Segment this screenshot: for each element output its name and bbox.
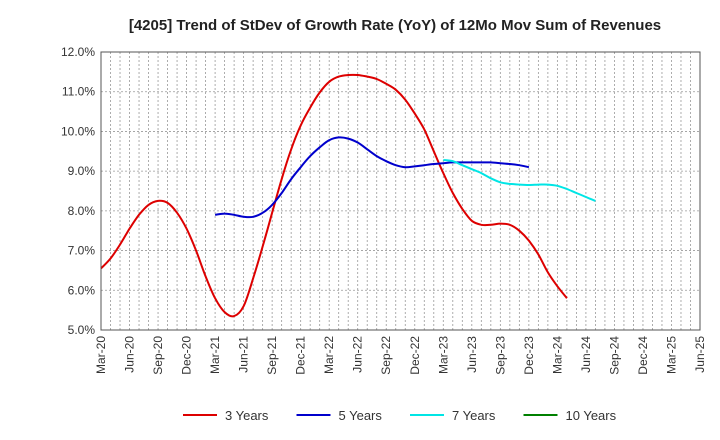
y-tick-label: 12.0% — [61, 45, 95, 59]
legend-label-7-years: 7 Years — [452, 408, 496, 423]
x-tick-label: Sep-23 — [493, 336, 507, 375]
y-tick-label: 6.0% — [68, 283, 96, 297]
x-tick-label: Mar-21 — [208, 336, 222, 374]
legend-label-3-years: 3 Years — [225, 408, 269, 423]
x-tick-label: Jun-24 — [579, 336, 593, 373]
y-tick-label: 11.0% — [62, 85, 95, 99]
x-tick-label: Sep-21 — [265, 336, 279, 375]
x-tick-label: Sep-22 — [379, 336, 393, 375]
legend: 3 Years 5 Years 7 Years 10 Years — [183, 408, 617, 423]
plot-frame — [100, 51, 701, 331]
x-tick-label: Dec-20 — [180, 336, 194, 375]
x-tick-label: Jun-22 — [351, 336, 365, 373]
x-tick-label: Dec-24 — [636, 336, 650, 375]
x-tick-label: Dec-21 — [294, 336, 308, 375]
x-tick-label: Dec-22 — [408, 336, 422, 375]
series-line-7-years — [443, 159, 596, 202]
y-tick-label: 10.0% — [61, 124, 95, 138]
x-tick-label: Mar-23 — [436, 336, 450, 374]
x-axis-ticks: Mar-20 Jun-20 Sep-20 Dec-20 Mar-21 Jun-21 Sep-… — [94, 336, 707, 375]
x-tick-label: Sep-20 — [151, 336, 165, 375]
series-lines — [100, 73, 596, 318]
x-tick-label: Mar-25 — [664, 336, 678, 374]
x-tick-label: Mar-20 — [94, 336, 108, 374]
y-tick-label: 8.0% — [68, 204, 96, 218]
x-tick-label: Sep-24 — [607, 336, 621, 375]
y-tick-label: 7.0% — [68, 244, 96, 258]
legend-label-10-years: 10 Years — [566, 408, 617, 423]
x-tick-label: Dec-23 — [522, 336, 536, 375]
y-tick-label: 5.0% — [68, 323, 96, 337]
x-tick-label: Jun-21 — [237, 336, 251, 373]
y-axis-ticks: 5.0% 6.0% 7.0% 8.0% 9.0% 10.0% 11.0% 12.0% — [61, 45, 95, 337]
x-tick-label: Jun-23 — [465, 336, 479, 373]
y-tick-label: 9.0% — [68, 164, 96, 178]
series-line-5-years — [214, 136, 530, 219]
x-tick-label: Jun-20 — [123, 336, 137, 373]
x-tick-label: Jun-25 — [693, 336, 707, 373]
series-line-3-years — [100, 73, 568, 318]
x-tick-label: Mar-22 — [322, 336, 336, 374]
chart-title: [4205] Trend of StDev of Growth Rate (Yo… — [129, 17, 661, 34]
x-tick-label: Mar-24 — [550, 336, 564, 374]
legend-label-5-years: 5 Years — [339, 408, 383, 423]
